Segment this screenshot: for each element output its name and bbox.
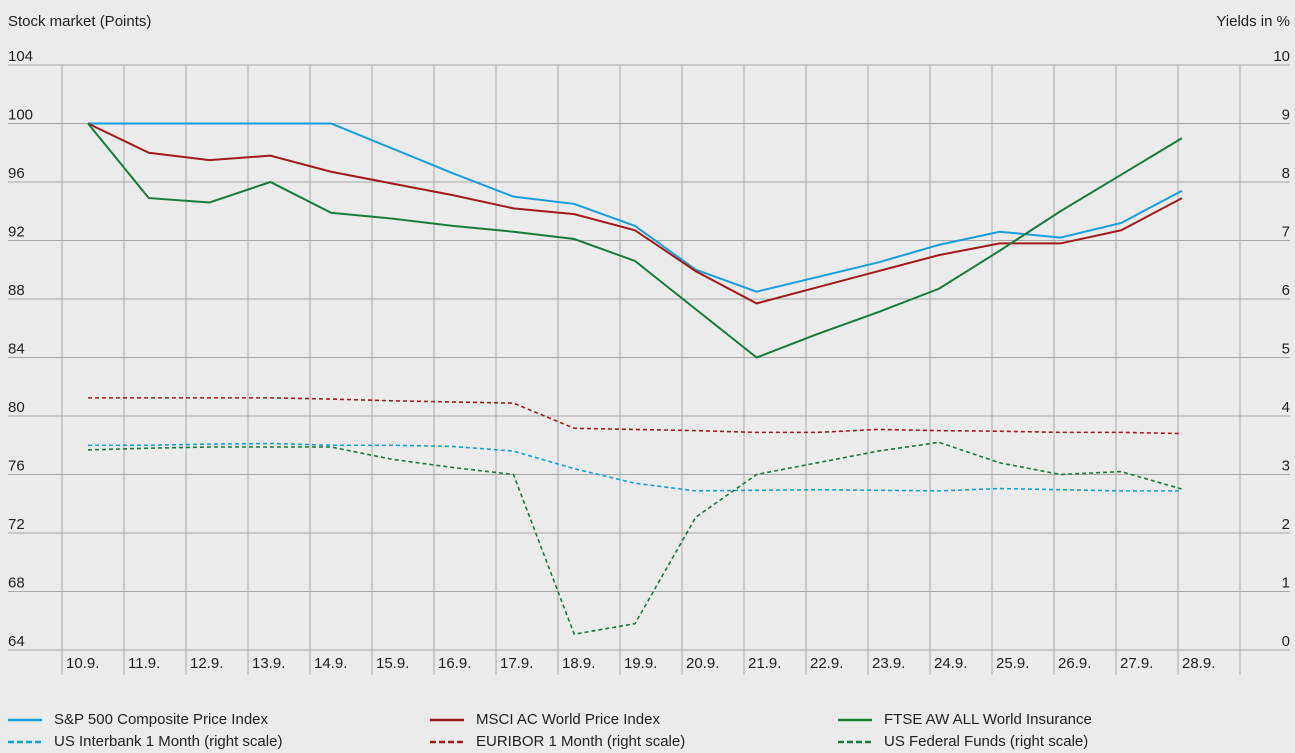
y2-tick-label: 2 (1282, 516, 1290, 533)
x-tick-label: 23.9. (872, 655, 905, 672)
series-line (88, 442, 1182, 492)
x-tick-label: 16.9. (438, 655, 471, 672)
x-tick-label: 21.9. (748, 655, 781, 672)
y-tick-label: 92 (8, 223, 25, 240)
y2-tick-label: 8 (1282, 165, 1290, 182)
legend-label: EURIBOR 1 Month (right scale) (476, 733, 685, 750)
legend-label: US Federal Funds (right scale) (884, 733, 1088, 750)
x-tick-label: 17.9. (500, 655, 533, 672)
x-tick-label: 12.9. (190, 655, 223, 672)
y2-axis-title: Yields in % (1216, 13, 1290, 30)
x-tick-label: 24.9. (934, 655, 967, 672)
x-tick-label: 20.9. (686, 655, 719, 672)
x-tick-label: 26.9. (1058, 655, 1091, 672)
y2-tick-label: 3 (1282, 457, 1290, 474)
x-tick-label: 19.9. (624, 655, 657, 672)
y2-tick-label: 7 (1282, 223, 1290, 240)
series-line (88, 397, 1183, 435)
y2-tick-label: 5 (1282, 340, 1290, 357)
y-tick-label: 80 (8, 399, 25, 416)
x-tick-label: 15.9. (376, 655, 409, 672)
y-tick-label: 72 (8, 516, 25, 533)
legend-label: FTSE AW ALL World Insurance (884, 711, 1092, 728)
series-line (88, 122, 1183, 293)
series-line (87, 122, 1183, 305)
x-tick-label: 25.9. (996, 655, 1029, 672)
x-tick-label: 10.9. (66, 655, 99, 672)
x-tick-label: 22.9. (810, 655, 843, 672)
y2-tick-label: 4 (1282, 399, 1290, 416)
x-tick-label: 13.9. (252, 655, 285, 672)
y2-tick-label: 0 (1282, 633, 1290, 650)
y-tick-label: 88 (8, 282, 25, 299)
legend-label: MSCI AC World Price Index (476, 711, 660, 728)
series-line (87, 441, 1183, 636)
y2-tick-label: 9 (1282, 106, 1290, 123)
y-tick-label: 76 (8, 457, 25, 474)
y-tick-label: 100 (8, 106, 33, 123)
x-tick-label: 27.9. (1120, 655, 1153, 672)
legend-label: US Interbank 1 Month (right scale) (54, 733, 282, 750)
y-tick-label: 104 (8, 48, 33, 65)
x-tick-label: 18.9. (562, 655, 595, 672)
x-tick-label: 14.9. (314, 655, 347, 672)
x-tick-label: 11.9. (128, 655, 160, 672)
legend-label: S&P 500 Composite Price Index (54, 711, 269, 728)
x-tick-label: 28.9. (1182, 655, 1215, 672)
y-tick-label: 68 (8, 574, 25, 591)
series-line (87, 122, 1183, 359)
y-tick-label: 64 (8, 633, 25, 650)
y-tick-label: 96 (8, 165, 25, 182)
y2-tick-label: 10 (1273, 48, 1290, 65)
y-axis-title: Stock market (Points) (8, 13, 151, 30)
y-tick-label: 84 (8, 340, 25, 357)
y2-tick-label: 6 (1282, 282, 1290, 299)
y2-tick-label: 1 (1282, 574, 1290, 591)
